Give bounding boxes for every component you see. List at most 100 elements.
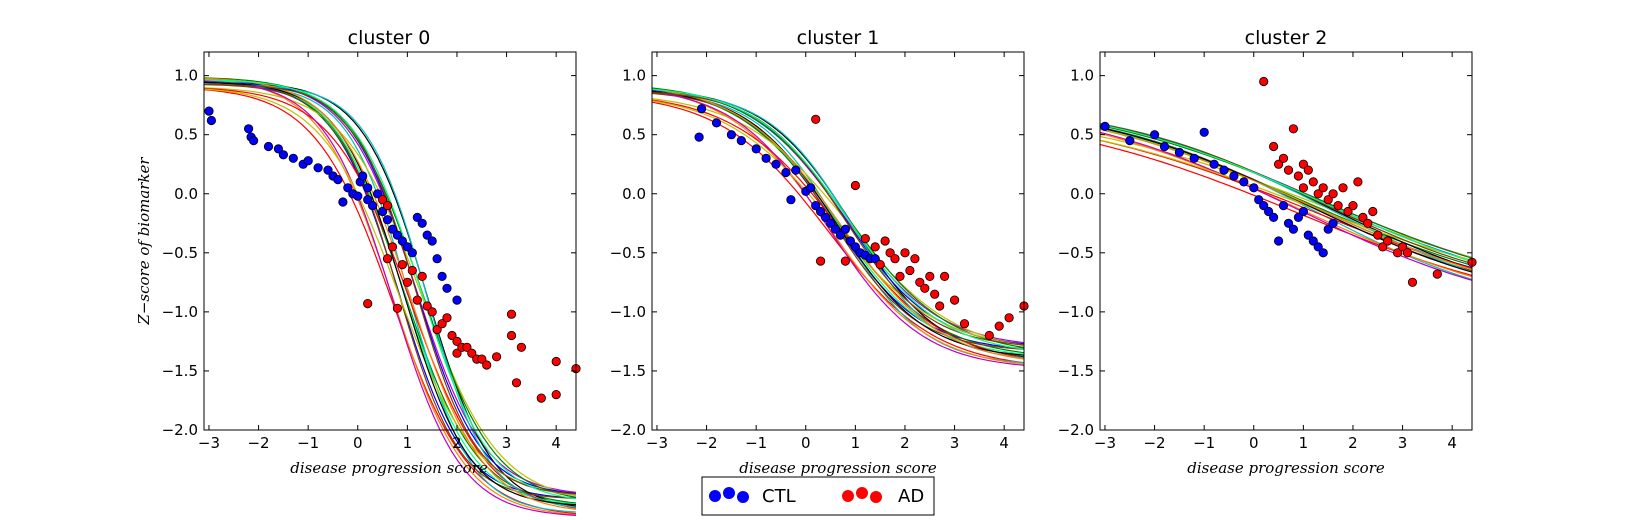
data-point-ad xyxy=(387,242,398,252)
data-point-ctl xyxy=(696,104,707,114)
data-point-ctl xyxy=(726,130,737,140)
data-point-ad xyxy=(1432,269,1442,279)
x-tick-label: 0 xyxy=(353,434,363,452)
data-point-ad xyxy=(447,330,457,341)
y-tick-label: 0.5 xyxy=(1070,126,1094,144)
data-point-ctl xyxy=(1323,224,1333,234)
data-point-ad xyxy=(1288,124,1299,134)
y-ticks: 1.0 0.5 0.0 −0.5 −1.0 −1.5 −2.0 xyxy=(1058,67,1472,439)
data-point-ctl xyxy=(338,197,348,207)
x-tick-label: −3 xyxy=(1094,434,1116,452)
data-point-ctl xyxy=(244,124,254,134)
data-point-ad xyxy=(1398,242,1408,252)
data-point-ctl xyxy=(1293,212,1304,222)
fit-curve xyxy=(203,89,577,515)
plot-frame xyxy=(651,51,1025,431)
fit-curve xyxy=(203,81,577,494)
data-point-ctl xyxy=(1288,224,1299,234)
data-point-ad xyxy=(432,324,442,335)
y-tick-label: 0.5 xyxy=(174,126,198,144)
data-point-ad xyxy=(811,114,821,124)
fit-curve xyxy=(651,90,1025,365)
data-point-ctl xyxy=(273,144,283,154)
y-ticks: 1.0 0.5 0.0 −0.5 −1.0 −1.5 −2.0 xyxy=(162,67,576,439)
x-tick-label: −1 xyxy=(297,434,319,452)
y-tick-label: 1.0 xyxy=(622,67,646,85)
data-point-ctl xyxy=(835,230,846,240)
data-point-ctl xyxy=(845,236,856,246)
fit-curve xyxy=(203,87,577,497)
data-point-ad xyxy=(1393,248,1403,258)
data-point-ad xyxy=(363,298,373,309)
data-point-ad xyxy=(551,356,561,367)
data-point-ctl xyxy=(1328,218,1338,228)
y-tick-label: 1.0 xyxy=(174,67,198,85)
fit-curve xyxy=(651,88,1025,350)
data-point-ad xyxy=(1303,165,1313,175)
data-point-ad xyxy=(382,254,393,264)
fit-curve xyxy=(651,87,1025,349)
data-point-ctl xyxy=(313,163,323,173)
data-point-ctl xyxy=(850,242,861,252)
data-point-ad xyxy=(1308,177,1318,187)
data-point-ctl xyxy=(432,254,442,264)
data-point-ad xyxy=(551,389,561,400)
data-point-ctl xyxy=(1313,242,1323,252)
data-point-ad xyxy=(949,295,960,305)
data-point-ctl xyxy=(372,189,383,199)
data-point-ctl xyxy=(711,118,722,128)
plot-frame xyxy=(1099,51,1473,431)
data-point-ctl xyxy=(820,212,831,222)
legend-label: CTL xyxy=(762,486,796,507)
data-point-ctl xyxy=(1259,201,1269,211)
data-point-ad xyxy=(1318,183,1328,193)
x-tick-label: 3 xyxy=(1398,434,1408,452)
panel-cluster-1: cluster 1 −3 −2 −1 0 1 2 3 4 1.00.50.0−0.5−1.0−… xyxy=(610,27,1029,477)
data-point-ad xyxy=(392,303,402,313)
data-point-ad xyxy=(1004,313,1014,323)
data-point-ad xyxy=(925,271,935,281)
y-tick-label: −1.5 xyxy=(1058,362,1094,380)
data-point-ctl xyxy=(442,283,452,293)
curves-layer xyxy=(651,87,1025,366)
x-tick-label: −1 xyxy=(745,434,767,452)
data-point-ctl xyxy=(1298,206,1309,217)
fit-curve xyxy=(203,79,577,500)
data-point-ctl xyxy=(367,201,378,211)
data-point-ctl xyxy=(1125,136,1135,146)
x-tick-label: 2 xyxy=(452,434,462,452)
data-point-ctl xyxy=(1264,206,1274,217)
x-axis-label: disease progression score xyxy=(290,459,488,477)
panel-title: cluster 1 xyxy=(797,27,880,49)
panel-title: cluster 2 xyxy=(1245,27,1328,49)
data-point-ad xyxy=(437,319,447,329)
data-point-ctl xyxy=(422,230,432,240)
x-tick-label: 4 xyxy=(1447,434,1457,452)
data-point-ctl xyxy=(791,165,801,175)
data-point-ad xyxy=(994,321,1004,331)
data-point-ctl xyxy=(363,195,373,205)
data-point-ad xyxy=(860,234,870,244)
data-point-ad xyxy=(477,354,487,364)
panel-cluster-2: cluster 2 −3 −2 −1 0 1 2 3 4 1.00.50.0−0.5−1.0−… xyxy=(1058,27,1477,477)
y-axis-label: Z−score of biomarker xyxy=(135,157,153,326)
data-point-ctl xyxy=(806,183,816,193)
data-point-ctl xyxy=(427,236,437,246)
data-point-ad xyxy=(905,265,915,276)
data-point-ctl xyxy=(1249,183,1259,193)
data-point-ctl xyxy=(1199,127,1209,137)
data-point-ad xyxy=(910,254,920,264)
data-point-ad xyxy=(959,319,970,329)
data-point-ctl xyxy=(811,201,821,211)
data-point-ctl xyxy=(1283,218,1294,228)
x-tick-label: −3 xyxy=(646,434,668,452)
data-point-ctl xyxy=(387,224,398,234)
data-point-ad xyxy=(1333,201,1343,211)
data-point-ad xyxy=(1274,159,1284,169)
fit-curve xyxy=(204,83,577,508)
data-point-ad xyxy=(984,330,994,341)
data-point-ctl xyxy=(363,183,373,193)
data-point-ctl xyxy=(397,236,407,246)
data-point-ad xyxy=(422,301,432,311)
data-point-ctl xyxy=(412,212,422,222)
